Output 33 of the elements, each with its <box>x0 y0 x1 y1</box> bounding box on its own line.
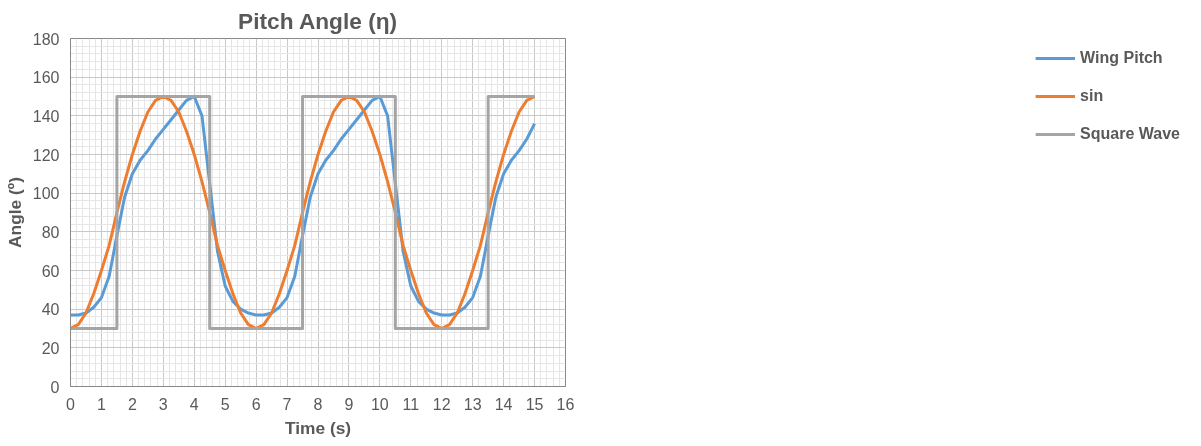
y-tick-label: 80 <box>41 223 60 241</box>
x-tick-label: 6 <box>251 395 261 413</box>
x-tick-label: 3 <box>158 395 168 413</box>
x-tick-label: 11 <box>402 395 420 413</box>
x-tick-label: 14 <box>494 395 513 413</box>
x-tick-label: 1 <box>96 395 106 413</box>
legend-label: Square Wave <box>1080 125 1180 143</box>
y-axis-title: Angle (º) <box>4 177 25 248</box>
x-tick-label: 15 <box>525 395 544 413</box>
y-tick-label: 140 <box>32 107 60 125</box>
y-tick-label: 100 <box>32 185 60 203</box>
chart-title: Pitch Angle (η) <box>238 7 398 34</box>
x-tick-label: 0 <box>66 395 76 413</box>
y-tick-label: 120 <box>32 146 60 164</box>
x-axis-title: Time (s) <box>284 417 352 438</box>
x-tick-label: 5 <box>220 395 230 413</box>
x-tick-label: 9 <box>344 395 354 413</box>
x-tick-label: 12 <box>432 395 451 413</box>
y-tick-label: 20 <box>41 339 60 357</box>
legend-label: Wing Pitch <box>1080 49 1163 67</box>
x-tick-label: 13 <box>463 395 482 413</box>
legend-label: sin <box>1080 87 1104 105</box>
y-tick-label: 40 <box>41 301 60 319</box>
x-tick-label: 4 <box>189 395 199 413</box>
x-tick-label: 10 <box>370 395 389 413</box>
x-tick-label: 8 <box>313 395 323 413</box>
y-tick-label: 60 <box>41 262 60 280</box>
x-tick-label: 7 <box>282 395 292 413</box>
y-tick-label: 0 <box>50 378 60 396</box>
x-tick-label: 16 <box>556 395 575 413</box>
y-tick-label: 160 <box>32 69 60 87</box>
x-tick-label: 2 <box>127 395 137 413</box>
y-tick-label: 180 <box>32 30 60 48</box>
